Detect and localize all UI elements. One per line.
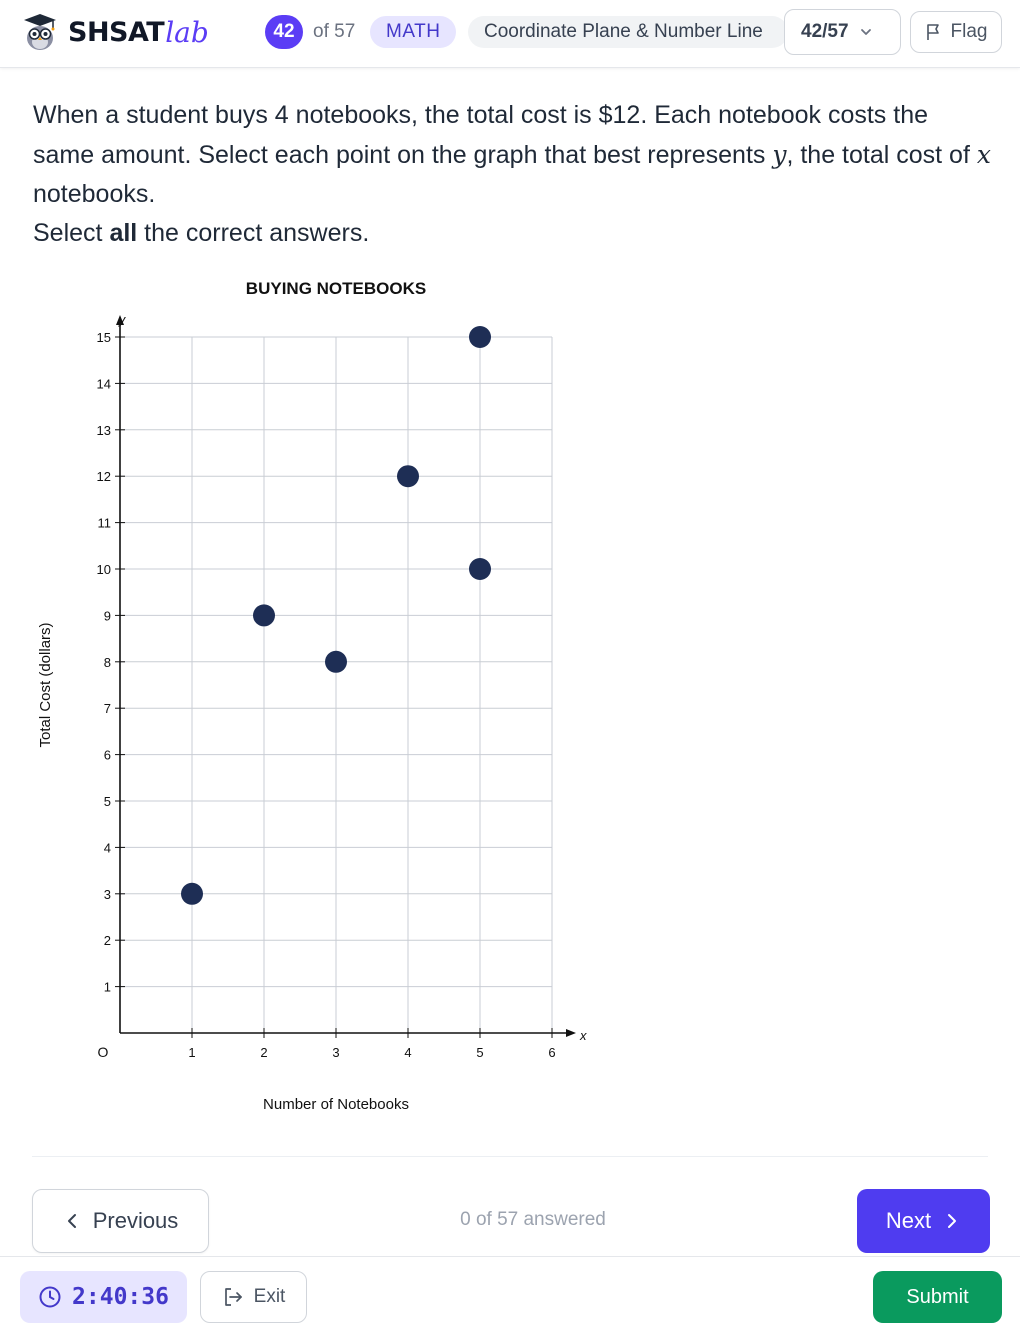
y-tick-label: 8: [104, 655, 111, 670]
top-bar: SHSAT lab 42 of 57 MATH Coordinate Plane…: [0, 0, 1020, 68]
x-axis-variable: x: [579, 1028, 587, 1043]
x-tick-label: 5: [476, 1045, 483, 1060]
submit-button[interactable]: Submit: [873, 1271, 1002, 1323]
timer: 2:40:36: [20, 1271, 187, 1323]
answered-count: 0 of 57 answered: [460, 1209, 606, 1230]
y-axis-variable: y: [118, 312, 127, 327]
y-tick-label: 11: [98, 516, 112, 531]
question-stem-part: When a student buys 4 notebooks, the tot…: [33, 101, 929, 169]
y-tick-label: 6: [104, 748, 111, 763]
y-axis-title: Total Cost (dollars): [37, 622, 54, 747]
x-tick-label: 3: [332, 1045, 339, 1060]
chevron-down-icon: [860, 29, 871, 35]
exit-label: Exit: [253, 1286, 286, 1307]
chevron-right-icon: [948, 1214, 957, 1228]
x-tick-label: 2: [260, 1045, 267, 1060]
y-tick-label: 13: [97, 423, 111, 438]
exit-icon: [224, 1288, 242, 1306]
data-point[interactable]: [469, 558, 491, 580]
previous-button[interactable]: Previous: [32, 1189, 209, 1253]
variable-y: y: [772, 140, 787, 169]
data-point[interactable]: [397, 465, 419, 488]
flag-icon: [926, 24, 939, 40]
question-stem-part: , the total cost of: [786, 141, 977, 169]
chevron-left-icon: [67, 1214, 76, 1228]
y-tick-label: 3: [104, 887, 111, 902]
footer-bar: 2:40:36 Exit Submit: [0, 1256, 1020, 1328]
question-number-badge: 42: [265, 15, 303, 49]
x-tick-label: 6: [548, 1045, 555, 1060]
logo[interactable]: SHSAT lab: [22, 12, 209, 52]
data-point[interactable]: [469, 326, 491, 348]
question-instruction: Select all the correct answers.: [33, 214, 993, 253]
subject-chip: MATH: [370, 16, 457, 48]
divider: [32, 1156, 988, 1157]
variable-x: x: [976, 140, 991, 169]
instruction-emphasis: all: [109, 219, 138, 247]
chart-title: BUYING NOTEBOOKS: [246, 279, 426, 298]
logo-text: SHSAT: [68, 16, 165, 48]
logo-accent-text: lab: [165, 15, 209, 49]
y-tick-label: 14: [97, 376, 111, 391]
question-stem-part: notebooks.: [33, 180, 156, 208]
question-text: When a student buys 4 notebooks, the tot…: [33, 96, 993, 253]
previous-label: Previous: [92, 1208, 179, 1233]
x-tick-label: 1: [188, 1045, 195, 1060]
clock-icon: [39, 1286, 61, 1308]
y-tick-label: 5: [104, 794, 111, 809]
y-tick-label: 1: [104, 980, 111, 995]
y-tick-label: 10: [97, 562, 111, 577]
data-point[interactable]: [253, 604, 275, 627]
data-point[interactable]: [325, 650, 347, 673]
timer-value: 2:40:36: [72, 1284, 169, 1310]
y-axis-arrow: [116, 315, 124, 325]
y-tick-label: 4: [104, 840, 111, 855]
y-tick-label: 15: [97, 330, 111, 345]
next-button[interactable]: Next: [857, 1189, 990, 1253]
question-selector-value: 42/57: [801, 21, 849, 42]
question-selector[interactable]: 42/57: [784, 9, 901, 55]
y-tick-label: 2: [104, 933, 111, 948]
owl-mascot-icon: [24, 14, 56, 50]
origin-label: O: [98, 1044, 109, 1060]
x-axis-arrow: [566, 1029, 576, 1037]
data-point[interactable]: [181, 882, 203, 905]
flag-label: Flag: [950, 21, 988, 42]
flag-button[interactable]: Flag: [910, 11, 1002, 53]
topic-chip: Coordinate Plane & Number Line: [468, 16, 788, 48]
question-total: of 57: [313, 21, 356, 42]
next-label: Next: [885, 1208, 932, 1233]
instruction-part: Select: [33, 219, 110, 247]
x-tick-label: 4: [404, 1045, 411, 1060]
x-axis-title: Number of Notebooks: [263, 1096, 409, 1113]
y-tick-label: 9: [104, 608, 111, 623]
y-tick-label: 7: [104, 701, 111, 716]
instruction-part: the correct answers.: [137, 219, 370, 247]
y-tick-label: 12: [97, 469, 111, 484]
exit-button[interactable]: Exit: [200, 1271, 307, 1323]
